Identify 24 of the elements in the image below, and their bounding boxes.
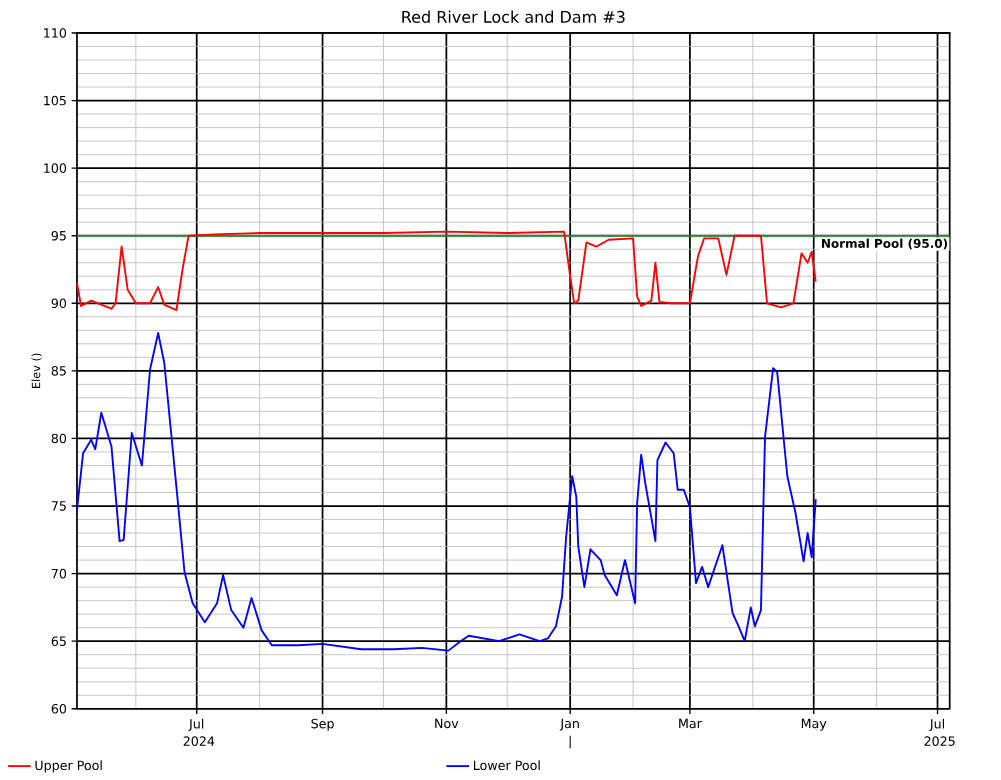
x-tick-label: Jan |: [559, 718, 579, 749]
chart-title: Red River Lock and Dam #3: [402, 10, 625, 24]
legend-label: Lower Pool: [473, 760, 540, 771]
y-tick-label: 100: [44, 163, 67, 174]
y-tick-label: 60: [51, 704, 67, 714]
x-tick-label: Mar: [679, 718, 702, 729]
y-tick-label: 80: [51, 433, 67, 444]
x-tick-label: Jul 2025: [924, 718, 955, 747]
ref-line-label: Normal Pool (95.0): [822, 238, 948, 250]
x-tick-label: May: [801, 718, 827, 731]
y-tick-label: 95: [51, 231, 66, 241]
y-tick-label: 65: [51, 636, 66, 647]
y-tick-label: 85: [51, 366, 66, 376]
line-series: [76, 332, 817, 652]
y-tick-label: 110: [44, 28, 67, 38]
y-tick-label: 70: [51, 568, 67, 579]
legend-label: Upper Pool: [35, 760, 102, 773]
y-tick-label: 75: [51, 501, 66, 511]
x-tick-label: Sep: [311, 718, 334, 731]
x-tick-label: Jul 2024: [183, 718, 215, 747]
y-tick-label: 105: [44, 95, 66, 106]
y-axis-title: Elev (): [31, 353, 42, 389]
y-tick-label: 90: [51, 298, 67, 309]
x-tick-label: Nov: [435, 718, 459, 729]
